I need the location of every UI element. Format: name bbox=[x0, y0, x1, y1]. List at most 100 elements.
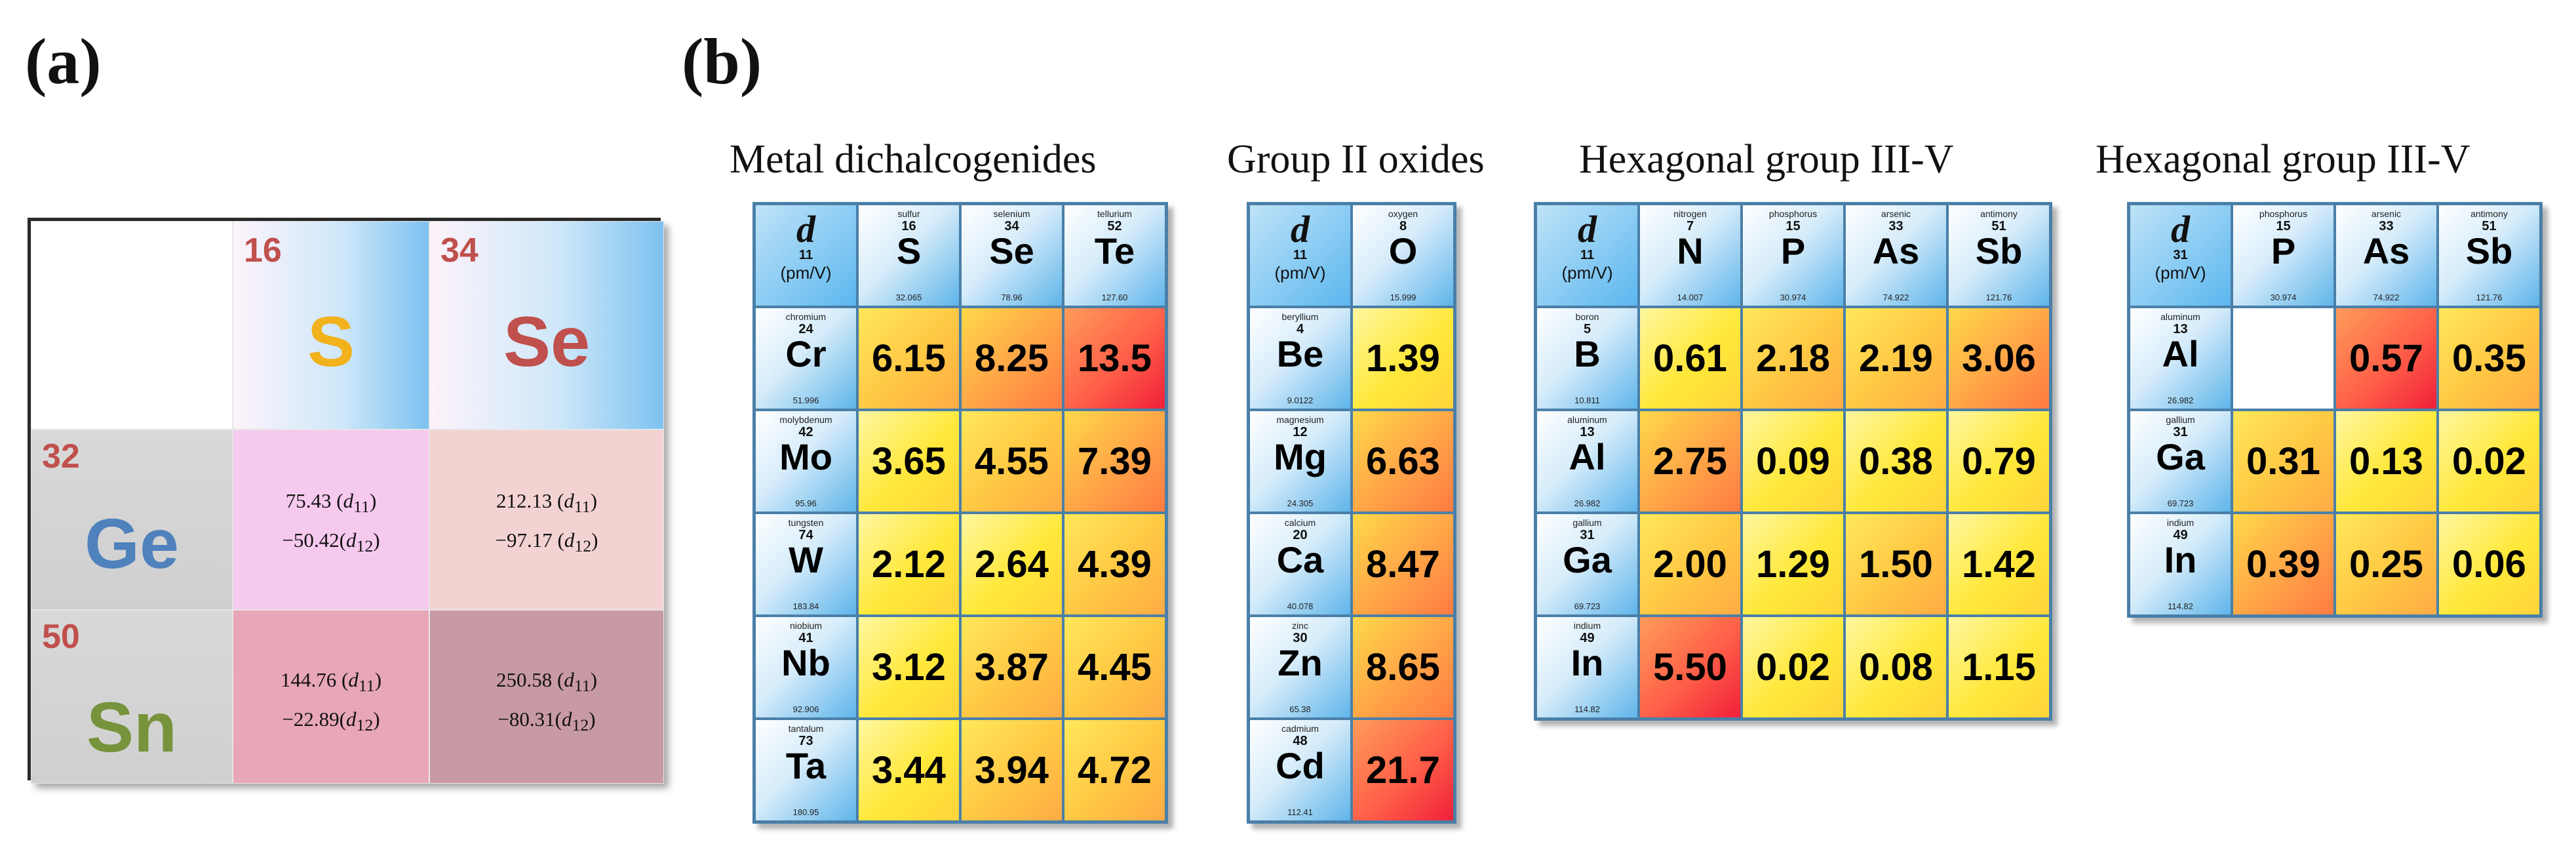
coefficient-value-cell: 1.39 bbox=[1352, 307, 1454, 410]
element-cell-in: indium 49 In 114.82 bbox=[1536, 616, 1639, 719]
d12-value: −80.31(d12) bbox=[498, 708, 596, 735]
panel-a-table: 16 S 34 Se 32 Ge 75.43 (d11) −50.42(d12)… bbox=[28, 218, 664, 784]
atomic-number: 15 bbox=[1786, 219, 1801, 233]
panel-b-label: (b) bbox=[682, 25, 762, 98]
coefficient-value-cell: 3.65 bbox=[857, 410, 960, 513]
coefficient-value-cell: 6.15 bbox=[857, 307, 960, 410]
coefficient-value-cell: 21.7 bbox=[1352, 719, 1454, 822]
element-symbol: S bbox=[896, 230, 922, 271]
element-cell-al: aluminum 13 Al 26.982 bbox=[1536, 410, 1639, 513]
element-cell-ta: tantalum 73 Ta 180.95 bbox=[754, 719, 857, 822]
d11-value: 212.13 (d11) bbox=[496, 489, 598, 517]
coefficient-value-cell: 4.72 bbox=[1063, 719, 1166, 822]
atomic-mass: 30.974 bbox=[1780, 292, 1806, 302]
element-name: antimony bbox=[2470, 209, 2508, 219]
atomic-number: 49 bbox=[2173, 528, 2188, 542]
element-symbol: P bbox=[2271, 230, 2296, 271]
atomic-number: 52 bbox=[1107, 219, 1122, 233]
coefficient-subscript: 11 bbox=[1580, 248, 1595, 262]
atomic-mass: 183.84 bbox=[792, 601, 819, 611]
atomic-number: 48 bbox=[1293, 734, 1308, 748]
value-cell-ge-se: 212.13 (d11) −97.17 (d12) bbox=[429, 430, 664, 610]
atomic-mass: 65.38 bbox=[1289, 704, 1311, 714]
atomic-mass: 112.41 bbox=[1287, 807, 1313, 817]
element-name: tantalum bbox=[788, 723, 824, 734]
coefficient-value-cell: 0.57 bbox=[2335, 307, 2438, 410]
element-symbol: Ga bbox=[2156, 436, 2205, 477]
coefficient-value-cell: 4.45 bbox=[1063, 616, 1166, 719]
row-header-sn: 50 Sn bbox=[31, 610, 233, 784]
atomic-number: 49 bbox=[1580, 631, 1595, 645]
coefficient-value-cell: 13.5 bbox=[1063, 307, 1166, 410]
element-symbol: P bbox=[1780, 230, 1806, 271]
element-symbol-se: Se bbox=[503, 302, 591, 381]
coefficient-unit: (pm/V) bbox=[2155, 263, 2206, 283]
coefficient-unit: (pm/V) bbox=[1274, 263, 1326, 283]
element-name: nitrogen bbox=[1673, 209, 1707, 219]
periodic-table-metal-dichalcogenides: d 11 (pm/V) sulfur 16 S 32.065 selenium 34 Se 78.9… bbox=[752, 202, 1168, 824]
atomic-number: 13 bbox=[1580, 425, 1595, 439]
element-cell-be: beryllium 4 Be 9.0122 bbox=[1249, 307, 1352, 410]
atomic-number: 50 bbox=[42, 618, 80, 656]
atomic-mass: 14.007 bbox=[1677, 292, 1704, 302]
atomic-mass: 114.82 bbox=[2168, 601, 2193, 611]
element-symbol-ge: Ge bbox=[84, 504, 180, 583]
element-name: zinc bbox=[1292, 620, 1308, 631]
col-header-se: 34 Se bbox=[429, 221, 664, 430]
atomic-mass: 95.96 bbox=[795, 498, 817, 508]
atomic-mass: 92.906 bbox=[792, 704, 819, 714]
element-name: tungsten bbox=[788, 517, 824, 528]
coefficient-header-cell: d 11 (pm/V) bbox=[1249, 204, 1352, 307]
atomic-mass: 74.922 bbox=[1883, 292, 1909, 302]
coefficient-header-cell: d 31 (pm/V) bbox=[2129, 204, 2232, 307]
element-symbol-sn: Sn bbox=[86, 687, 177, 767]
d11-value: 250.58 (d11) bbox=[496, 668, 598, 696]
element-symbol: Mo bbox=[779, 436, 832, 477]
element-cell-p: phosphorus 15 P 30.974 bbox=[1742, 204, 1844, 307]
coefficient-value-cell: 1.50 bbox=[1844, 513, 1947, 616]
atomic-number: 30 bbox=[1293, 631, 1308, 645]
atomic-mass: 114.82 bbox=[1574, 704, 1600, 714]
atomic-mass: 30.974 bbox=[2270, 292, 2297, 302]
element-symbol: Sb bbox=[1975, 230, 2023, 271]
element-cell-ca: calcium 20 Ca 40.078 bbox=[1249, 513, 1352, 616]
coefficient-value-cell: 1.42 bbox=[1947, 513, 2050, 616]
coefficient-symbol: d bbox=[1291, 208, 1310, 251]
atomic-mass: 10.811 bbox=[1574, 395, 1600, 405]
value-cell-ge-s: 75.43 (d11) −50.42(d12) bbox=[233, 430, 429, 610]
atomic-mass: 32.065 bbox=[895, 292, 922, 302]
element-cell-as: arsenic 33 As 74.922 bbox=[2335, 204, 2438, 307]
element-symbol: Cd bbox=[1276, 745, 1325, 786]
coefficient-symbol: d bbox=[1578, 208, 1597, 251]
coefficient-value-cell: 0.06 bbox=[2438, 513, 2541, 616]
coefficient-header-cell: d 11 (pm/V) bbox=[754, 204, 857, 307]
atomic-mass: 15.999 bbox=[1390, 292, 1416, 302]
atomic-number: 34 bbox=[440, 231, 478, 270]
element-name: indium bbox=[1573, 620, 1601, 631]
atomic-number: 34 bbox=[1004, 219, 1019, 233]
atomic-mass: 26.982 bbox=[1574, 498, 1601, 508]
element-cell-sb: antimony 51 Sb 121.76 bbox=[2438, 204, 2541, 307]
coefficient-value-cell: 0.25 bbox=[2335, 513, 2438, 616]
coefficient-symbol: d bbox=[2171, 208, 2190, 251]
element-name: phosphorus bbox=[2259, 209, 2308, 219]
periodic-table-hexagonal-iii-v-d11: d 11 (pm/V) nitrogen 7 N 14.007 phosphorus 15 P 30… bbox=[1534, 202, 2052, 721]
periodic-table-group-ii-oxides: d 11 (pm/V) oxygen 8 O 15.999 beryllium 4 Be 9.012… bbox=[1247, 202, 1456, 824]
element-name: arsenic bbox=[2371, 209, 2402, 219]
atomic-number: 12 bbox=[1293, 425, 1308, 439]
d11-value: 75.43 (d11) bbox=[285, 489, 377, 517]
coefficient-value-cell bbox=[2232, 307, 2335, 410]
element-name: gallium bbox=[2166, 414, 2195, 425]
coefficient-value-cell: 1.15 bbox=[1947, 616, 2050, 719]
atomic-mass: 69.723 bbox=[2167, 498, 2194, 508]
atomic-number: 15 bbox=[2276, 219, 2291, 233]
element-symbol: Zn bbox=[1278, 642, 1323, 683]
table-title-hexagonal-iii-v-d31: Hexagonal group III-V bbox=[2096, 137, 2470, 182]
element-name: niobium bbox=[789, 620, 823, 631]
coefficient-value-cell: 0.02 bbox=[2438, 410, 2541, 513]
coefficient-value-cell: 0.08 bbox=[1844, 616, 1947, 719]
element-name: arsenic bbox=[1881, 209, 1911, 219]
atomic-number: 74 bbox=[798, 528, 813, 542]
atomic-number: 51 bbox=[1991, 219, 2006, 233]
element-name: selenium bbox=[993, 209, 1030, 219]
